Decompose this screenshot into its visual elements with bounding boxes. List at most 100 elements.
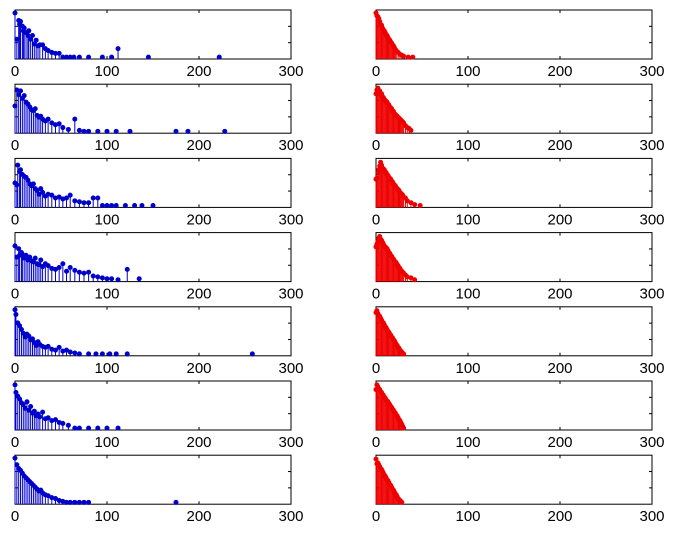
stem-marker bbox=[76, 425, 82, 431]
stem-marker bbox=[40, 409, 46, 415]
stem-panel-r6-right: 0 100 200 300 bbox=[372, 380, 665, 451]
stem-marker bbox=[115, 46, 121, 52]
stem-marker bbox=[72, 350, 78, 356]
stem-marker bbox=[76, 269, 82, 275]
x-tick-label: 200 bbox=[186, 211, 211, 228]
stem-marker bbox=[67, 499, 73, 505]
stem-marker bbox=[93, 351, 99, 357]
stem-marker bbox=[109, 54, 115, 60]
stem-marker bbox=[12, 10, 18, 16]
stem-marker bbox=[60, 125, 66, 131]
x-tick-label: 100 bbox=[94, 286, 119, 303]
stem-marker bbox=[95, 195, 101, 201]
axes-box bbox=[14, 9, 292, 60]
x-tick-label: 0 bbox=[11, 63, 19, 80]
stem-marker bbox=[56, 264, 62, 270]
stem-panel-r3-left: 0 100 200 300 bbox=[11, 157, 304, 228]
stem-marker bbox=[412, 277, 418, 283]
x-tick-label: 100 bbox=[455, 360, 480, 377]
stem-marker bbox=[139, 203, 145, 209]
x-tick-label: 0 bbox=[372, 434, 380, 451]
axes-box bbox=[375, 157, 653, 208]
stem-marker bbox=[410, 54, 416, 60]
x-tick-label: 100 bbox=[94, 137, 119, 154]
stem-marker bbox=[401, 53, 407, 59]
stem-marker bbox=[72, 499, 78, 505]
stem-marker bbox=[67, 264, 73, 270]
axes-box bbox=[375, 454, 653, 505]
stem-marker bbox=[127, 128, 133, 134]
x-tick-label: 300 bbox=[639, 63, 664, 80]
stem-marker bbox=[32, 255, 38, 261]
stem-marker bbox=[32, 106, 38, 112]
x-tick-label: 300 bbox=[639, 508, 664, 525]
stem-marker bbox=[113, 351, 119, 357]
stem-marker bbox=[40, 189, 46, 195]
x-tick-label: 200 bbox=[547, 286, 572, 303]
x-tick-label: 300 bbox=[278, 63, 303, 80]
stem-marker bbox=[113, 128, 119, 134]
stem-marker bbox=[124, 266, 130, 272]
stem-panel-r7-left: 0 100 200 300 bbox=[11, 454, 304, 525]
stem-marker bbox=[60, 420, 66, 426]
stem-marker bbox=[104, 425, 110, 431]
stem-marker bbox=[12, 382, 18, 388]
stem-series-r1-right bbox=[373, 10, 416, 60]
axes-box bbox=[14, 232, 292, 283]
stem-series-r1-left bbox=[12, 10, 222, 60]
stem-marker bbox=[45, 116, 51, 122]
x-tick-label: 100 bbox=[455, 434, 480, 451]
stem-marker bbox=[72, 267, 78, 273]
stem-marker bbox=[38, 257, 44, 263]
stem-marker bbox=[405, 54, 411, 60]
stem-marker bbox=[136, 276, 142, 282]
stem-marker bbox=[45, 263, 51, 269]
x-tick-label: 0 bbox=[372, 360, 380, 377]
stem-marker bbox=[104, 203, 110, 209]
stem-series-r3-left bbox=[12, 162, 156, 209]
x-tick-label: 0 bbox=[11, 211, 19, 228]
stem-marker bbox=[21, 93, 27, 99]
stem-marker bbox=[81, 200, 87, 206]
axes-box bbox=[375, 83, 653, 134]
stem-marker bbox=[65, 422, 71, 428]
stem-marker bbox=[173, 499, 179, 505]
stem-marker bbox=[45, 415, 51, 421]
stem-marker bbox=[132, 203, 138, 209]
stem-marker bbox=[37, 414, 43, 420]
x-tick-label: 200 bbox=[547, 63, 572, 80]
x-tick-label: 200 bbox=[547, 508, 572, 525]
stem-marker bbox=[76, 499, 82, 505]
x-tick-label: 300 bbox=[278, 508, 303, 525]
stem-marker bbox=[56, 344, 62, 350]
stem-marker bbox=[31, 408, 37, 414]
x-tick-label: 300 bbox=[278, 434, 303, 451]
stem-series-r7-right bbox=[373, 456, 405, 505]
x-tick-label: 0 bbox=[11, 360, 19, 377]
stem-marker bbox=[99, 351, 105, 357]
stem-series-r4-right bbox=[373, 233, 418, 283]
stem-marker bbox=[99, 275, 105, 281]
x-tick-label: 100 bbox=[455, 63, 480, 80]
stem-panel-r6-left: 0 100 200 300 bbox=[11, 380, 304, 451]
stem-marker bbox=[76, 127, 82, 133]
stem-marker bbox=[12, 455, 18, 461]
stem-marker bbox=[12, 243, 18, 249]
x-tick-label: 100 bbox=[455, 211, 480, 228]
stem-marker bbox=[28, 403, 34, 409]
stem-marker bbox=[56, 121, 62, 127]
axes-box bbox=[375, 380, 653, 431]
x-tick-label: 300 bbox=[639, 211, 664, 228]
stem-marker bbox=[15, 162, 21, 168]
stem-marker bbox=[67, 192, 73, 198]
stem-marker bbox=[64, 268, 70, 274]
stem-marker bbox=[52, 417, 58, 423]
stem-marker bbox=[18, 88, 24, 94]
stem-marker bbox=[24, 399, 30, 405]
x-tick-label: 0 bbox=[372, 63, 380, 80]
stem-series-r2-left bbox=[12, 87, 228, 134]
stem-marker bbox=[18, 18, 24, 24]
stem-marker bbox=[104, 128, 110, 134]
x-tick-label: 200 bbox=[186, 434, 211, 451]
